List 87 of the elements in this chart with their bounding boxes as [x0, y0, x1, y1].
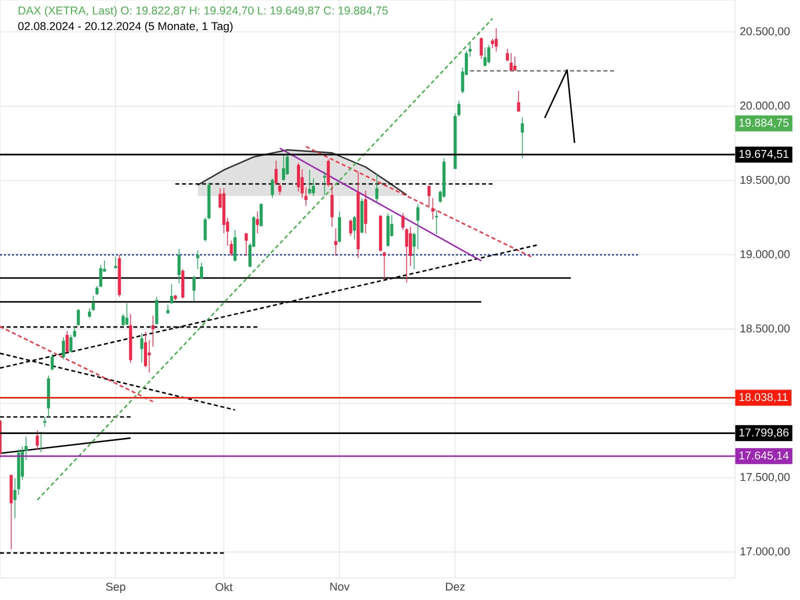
- candlestick: [274, 160, 278, 186]
- candlestick: [379, 214, 382, 252]
- y-tick-label: 19.500,00: [740, 176, 790, 186]
- candlestick: [454, 112, 457, 170]
- candlestick: [62, 336, 65, 360]
- candlestick: [278, 182, 282, 196]
- candlestick: [43, 416, 46, 428]
- candlestick: [520, 117, 524, 159]
- ref-line-label: 18.038,11: [739, 393, 788, 402]
- candlestick: [428, 185, 431, 206]
- candlestick: [69, 334, 72, 353]
- x-tick-label: Dez: [446, 582, 465, 591]
- candlestick: [360, 198, 364, 234]
- candlestick: [364, 190, 368, 234]
- x-tick-label: Okt: [216, 582, 233, 592]
- candlestick: [270, 178, 274, 198]
- candlestick: [36, 430, 39, 450]
- candlestick: [200, 262, 204, 279]
- candlestick: [412, 232, 416, 270]
- candlestick: [125, 302, 128, 326]
- y-tick-label: 20.000,00: [740, 102, 790, 111]
- candlestick: [386, 212, 390, 248]
- candlestick: [334, 228, 338, 256]
- ref-line-label: 17.645,14: [739, 451, 789, 461]
- candlestick: [338, 211, 342, 244]
- candlestick: [204, 217, 207, 242]
- candlestick: [166, 304, 170, 314]
- candlestick: [382, 251, 386, 280]
- candlestick: [46, 375, 50, 418]
- y-tick-label: 18.500,00: [740, 324, 790, 334]
- candlestick: [442, 158, 446, 198]
- candlestick: [244, 232, 248, 256]
- candlestick: [181, 268, 184, 299]
- candlestick: [296, 162, 300, 192]
- y-tick-label: 19.000,00: [740, 250, 790, 260]
- candlestick: [510, 52, 513, 71]
- candlestick: [148, 340, 151, 374]
- candlestick: [10, 474, 13, 550]
- x-tick-label: Nov: [330, 582, 350, 591]
- candlestick: [196, 250, 200, 270]
- ref-line-label: 19.674,51: [739, 150, 788, 160]
- candlestick: [408, 226, 412, 266]
- candlestick: [416, 204, 420, 250]
- text: 02.08.2024 - 20.12.2024 (5 Monate, 1 Tag): [18, 22, 233, 32]
- ref-line-label: 17.799,86: [739, 428, 789, 438]
- text: 19.884,75: [739, 118, 789, 128]
- candlestick: [352, 215, 356, 240]
- candlestick: [282, 154, 286, 182]
- candlestick: [144, 331, 148, 368]
- candlestick: [76, 308, 80, 326]
- candlestick: [312, 178, 315, 196]
- candlestick: [151, 315, 155, 348]
- candlestick: [118, 254, 121, 298]
- text: DAX (XETRA, Last) O: 19.822,87 H: 19.924,70 L: 19.649,87 C: 19.884,75: [18, 6, 388, 17]
- candlestick: [487, 44, 490, 64]
- candlestick: [480, 37, 483, 60]
- candlestick: [457, 100, 460, 118]
- candlestick: [155, 296, 158, 326]
- candlestick: [230, 240, 233, 256]
- candlestick: [178, 248, 181, 284]
- candlestick: [490, 38, 494, 49]
- candlestick: [308, 170, 312, 194]
- candlestick: [304, 186, 308, 206]
- candlestick: [170, 284, 174, 304]
- candlestick: [207, 182, 210, 220]
- y-tick-label: 20.500,00: [740, 27, 790, 37]
- candlestick: [256, 211, 259, 234]
- candlestick: [50, 354, 54, 372]
- candlestick: [192, 276, 196, 302]
- candlestick: [66, 330, 69, 353]
- candlestick: [375, 174, 378, 202]
- candlestick: [494, 28, 498, 52]
- candlestick: [260, 202, 263, 227]
- candlestick: [234, 230, 237, 262]
- candlestick: [140, 332, 144, 364]
- y-tick-label: 17.500,00: [740, 473, 790, 482]
- x-tick-label: Sep: [106, 582, 126, 593]
- candlestick: [431, 198, 434, 220]
- candlestick: [483, 47, 487, 67]
- candlestick: [349, 218, 352, 236]
- candlestick: [506, 48, 509, 62]
- candlestick: [122, 314, 125, 326]
- candlestick: [129, 314, 132, 364]
- y-tick-label: 17.000,00: [740, 547, 790, 557]
- candlestick: [513, 56, 516, 71]
- candlestick: [517, 90, 520, 112]
- candlestick: [356, 171, 360, 259]
